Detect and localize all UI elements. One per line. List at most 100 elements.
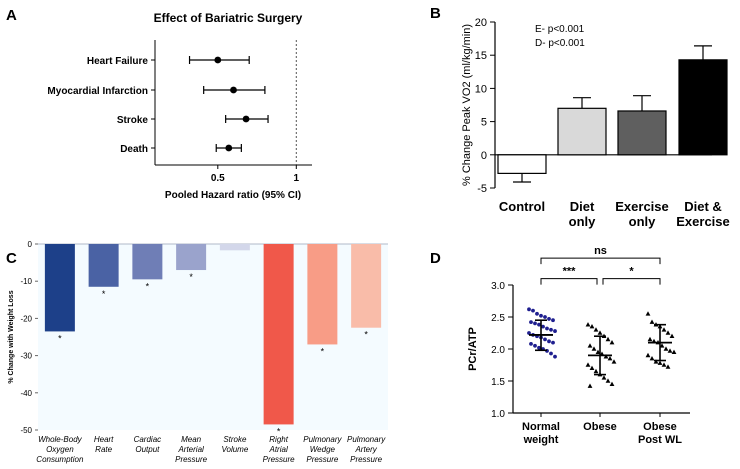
pcr-point-obese-post-wl [649,319,655,324]
pcr-point-obese-post-wl [647,336,653,342]
weight-loss-y-tick-label: -30 [20,352,32,361]
weight-loss-y-label: % Change with Weight Loss [8,290,15,383]
weight-loss-category-label-cardiac-output: Output [135,445,160,454]
weight-loss-y-tick-label: -20 [20,314,32,323]
vo2-bar-panel: E- p<0.001 D- p<0.001 % Change Peak VO2 … [461,17,730,229]
pcr-point-normal-weight [551,340,555,345]
pcr-point-obese-post-wl [661,327,667,332]
weight-loss-bar-whole-body-oxygen-consumption [44,244,75,332]
pcr-group-label-obese-post-wl: Post WL [638,434,682,446]
pcr-point-obese-post-wl [665,364,671,369]
forest-plot-panel: Effect of Bariatric Surgery Pooled Hazar… [47,11,312,201]
pcr-point-normal-weight [543,337,547,342]
pcr-point-obese [587,383,593,388]
pcr-point-normal-weight [539,313,543,318]
vo2-y-tick-label: 5 [481,117,487,129]
pcr-point-obese [605,336,611,342]
weight-loss-bar-heart-rate [88,244,119,287]
weight-loss-significance-mean-arterial-pressure: * [189,272,193,282]
pcr-comparison-label: ns [594,245,607,257]
pcr-point-normal-weight [529,341,533,346]
pcr-comparison-bracket [602,278,661,285]
pcr-point-obese-post-wl [645,311,651,316]
panel-letter-d: D [430,250,441,267]
weight-loss-significance-whole-body-oxygen-consumption: * [58,333,62,343]
weight-loss-category-label-whole-body-oxygen-consumption: Whole-Body [38,435,83,444]
forest-point-heart-failure [214,56,222,64]
pcr-point-obese-post-wl [645,352,651,358]
weight-loss-category-label-pulmonary-wedge-pressure: Pressure [306,455,339,464]
vo2-category-label-exercise-only: only [629,214,656,229]
pcr-comparison-label: *** [563,266,577,278]
pcr-point-obese [609,381,615,386]
pcr-y-label: PCr/ATP [467,327,479,371]
pcr-point-obese [585,362,591,367]
weight-loss-significance-cardiac-output: * [146,281,150,291]
vo2-bar-diet-exercise [678,59,728,156]
weight-loss-y-tick-label: -40 [20,389,32,398]
weight-loss-category-label-pulmonary-artery-pressure: Pulmonary [347,435,386,444]
forest-x-label: Pooled Hazard ratio (95% CI) [165,190,301,201]
panel-letter-a: A [6,7,17,24]
weight-loss-category-label-right-atrial-pressure: Right [269,435,288,444]
forest-x-tick-label: 1 [294,173,300,184]
pcr-point-normal-weight [553,354,557,359]
forest-point-myocardial-infarction [230,86,237,94]
pcr-point-normal-weight [549,327,553,332]
pcr-point-normal-weight [553,329,557,333]
pcr-point-normal-weight [533,321,537,326]
vo2-annotation-diet: D- p<0.001 [535,38,585,49]
pcr-point-normal-weight [533,343,537,348]
weight-loss-category-label-mean-arterial-pressure: Pressure [175,455,208,464]
pcr-point-obese-post-wl [663,346,669,351]
pcr-point-normal-weight [531,308,535,313]
weight-loss-category-label-right-atrial-pressure: Pressure [263,455,296,464]
weight-loss-bar-pulmonary-artery-pressure [351,244,382,328]
weight-loss-significance-right-atrial-pressure: * [277,426,281,436]
weight-loss-category-label-stroke-volume: Stroke [223,435,247,444]
vo2-bar-control [497,154,547,174]
vo2-y-tick-label: 0 [481,150,487,162]
vo2-bar-exercise-only [617,110,667,156]
weight-loss-category-label-pulmonary-wedge-pressure: Wedge [310,445,336,454]
weight-loss-bar-cardiac-output [132,244,163,280]
pcr-y-tick-label: 2.0 [491,345,505,356]
weight-loss-bar-right-atrial-pressure [263,244,294,425]
pcr-point-obese [597,330,603,335]
weight-loss-category-label-whole-body-oxygen-consumption: Oxygen [46,445,74,454]
vo2-y-label: % Change Peak VO2 (ml/kg/min) [461,24,473,186]
vo2-category-label-diet-exercise: Diet & [684,199,722,214]
pcr-point-obese-post-wl [649,356,655,361]
pcr-point-obese-post-wl [657,360,663,365]
pcr-y-tick-label: 3.0 [491,281,505,292]
forest-row-label-myocardial-infarction: Myocardial Infarction [47,86,148,97]
pcr-y-tick-label: 1.0 [491,409,505,420]
weight-loss-category-label-mean-arterial-pressure: Arterial [177,445,204,454]
pcr-point-obese-post-wl [665,330,671,335]
vo2-category-label-control: Control [499,199,545,214]
weight-loss-category-label-heart-rate: Rate [95,445,112,454]
vo2-y-tick-label: 15 [475,50,487,62]
pcr-point-normal-weight [541,324,545,329]
pcr-point-normal-weight [549,351,553,356]
vo2-category-label-diet-exercise: Exercise [676,214,730,229]
weight-loss-bar-mean-arterial-pressure [176,244,207,271]
forest-point-death [225,144,233,152]
pcr-point-obese [611,359,617,364]
weight-loss-category-label-stroke-volume: Volume [221,445,248,454]
vo2-y-tick-label: 20 [475,17,487,29]
pcr-point-obese-post-wl [661,362,667,367]
pcr-point-obese [607,356,613,361]
weight-loss-y-tick-label: 0 [28,240,33,249]
pcr-point-normal-weight [545,326,549,331]
vo2-category-label-exercise-only: Exercise [615,199,669,214]
pcr-point-normal-weight [537,345,541,350]
pcr-point-normal-weight [543,315,547,319]
weight-loss-category-label-cardiac-output: Cardiac [134,435,162,444]
forest-point-stroke [242,115,250,123]
panel-letter-c: C [6,250,17,267]
pcr-point-obese [609,340,615,345]
weight-loss-y-tick-label: -50 [20,426,32,435]
